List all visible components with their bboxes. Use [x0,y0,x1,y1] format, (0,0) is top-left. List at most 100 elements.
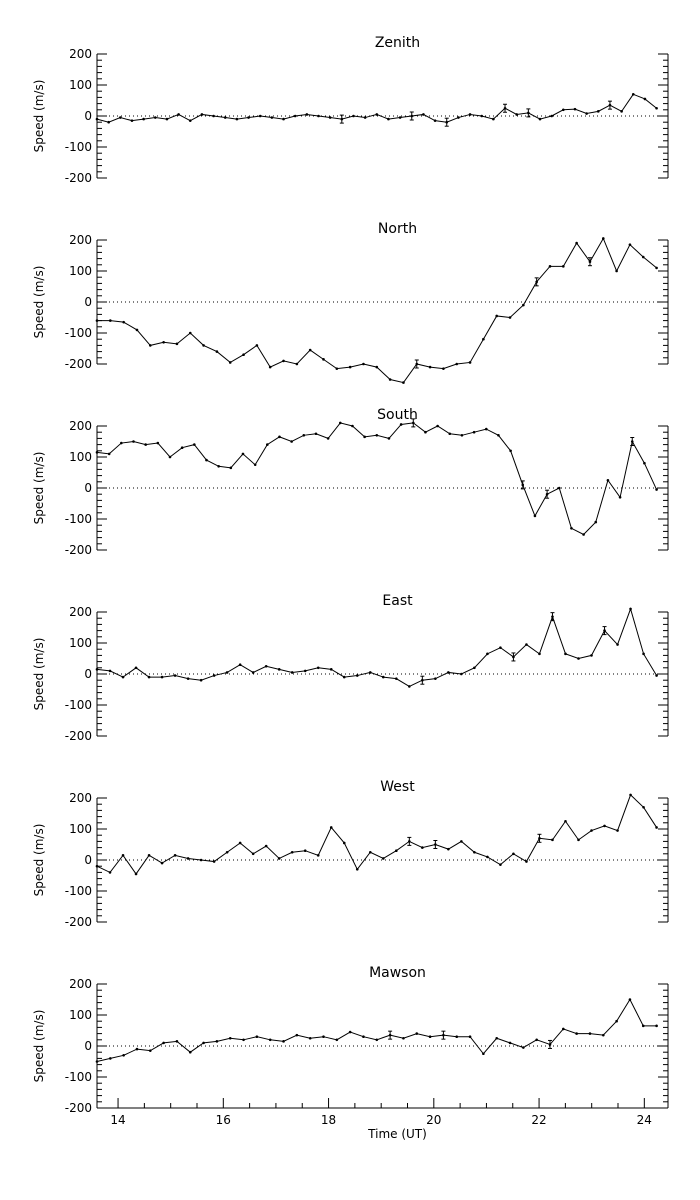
y-tick-label: 100 [69,636,92,650]
data-point [109,319,112,322]
data-point [293,114,297,118]
data-point [202,344,205,347]
data-point [253,463,257,467]
data-point [270,116,274,119]
data-point [228,361,232,364]
y-tick-label: 200 [69,977,92,991]
data-point [329,668,333,671]
data-point [641,255,645,259]
data-point [375,1038,379,1042]
series-line [96,794,658,875]
data-point [495,314,499,318]
data-point [212,860,216,863]
data-point [328,116,332,119]
data-point [168,455,172,459]
data-point [95,117,99,121]
data-point [362,362,365,366]
data-point [251,852,255,856]
data-point [618,496,622,499]
panel-north: 200 100 0 -100 -200 Speed (m/s) North [32,221,669,384]
y-tick-label: 200 [69,233,92,247]
data-point [642,806,645,809]
data-point [316,666,320,670]
data-point [134,872,138,876]
data-point [594,520,598,524]
data-point [482,1052,485,1056]
data-point [302,434,306,437]
y-tick-label: 0 [84,853,92,867]
data-point [180,446,184,450]
data-point [424,430,427,434]
data-point [535,1038,538,1042]
x-axis-label: Time (UT) [367,1127,427,1141]
data-point [303,849,307,852]
data-point [295,1033,299,1037]
data-point [308,1036,312,1040]
data-point [329,826,333,829]
data-point [95,1060,99,1063]
data-point [582,533,585,536]
data-point [175,342,179,346]
data-point [655,826,658,829]
data-point [643,97,647,101]
data-point [615,1019,618,1023]
data-point [655,488,658,491]
data-point [564,652,567,656]
data-point [186,677,190,680]
y-tick-label: 100 [69,822,92,836]
data-point [525,860,528,863]
data-point [238,663,242,666]
data-point [643,461,646,465]
data-point [199,678,203,682]
data-point [428,1035,432,1038]
data-point [156,441,160,445]
data-point [468,361,472,364]
y-tick-label: -100 [65,698,92,712]
data-point [251,671,255,674]
data-point [402,381,405,384]
data-point [264,664,268,668]
data-point [317,114,320,118]
data-point [217,465,220,468]
data-point [628,998,632,1001]
data-point [322,358,325,361]
data-point [282,117,285,121]
data-point [247,116,250,119]
data-point [381,857,385,860]
panel-south: 200 100 0 -100 -200 Speed (m/s) South [32,407,669,557]
y-axis-label: Speed (m/s) [32,1010,46,1083]
data-point [282,359,285,363]
y-tick-label: -100 [65,512,92,526]
data-point [351,424,354,428]
data-point [522,1046,525,1049]
data-point [620,110,623,113]
x-tick-label: 16 [216,1113,231,1127]
data-point [616,643,619,646]
data-point [515,113,518,116]
data-point [148,1049,152,1052]
data-point [175,1040,179,1043]
y-tick-label: -100 [65,140,92,154]
data-point [508,316,512,319]
data-point [122,320,125,324]
data-point [460,672,463,676]
y-tick-label: -100 [65,326,92,340]
data-point [368,850,372,854]
data-point [550,114,553,118]
data-point [522,303,525,307]
data-point [551,838,554,842]
data-point [363,435,366,439]
data-point [305,113,309,116]
data-point [562,108,565,112]
data-point [108,669,112,673]
data-point [428,365,432,369]
series-line [96,998,657,1062]
data-point [188,119,192,122]
panel-zenith: 200 100 0 -100 -200 Speed (m/s) Zenith [32,35,669,185]
data-point [562,265,565,268]
data-point [499,646,502,649]
data-point [290,440,293,443]
y-tick-label: 200 [69,419,92,433]
data-point [95,451,99,454]
